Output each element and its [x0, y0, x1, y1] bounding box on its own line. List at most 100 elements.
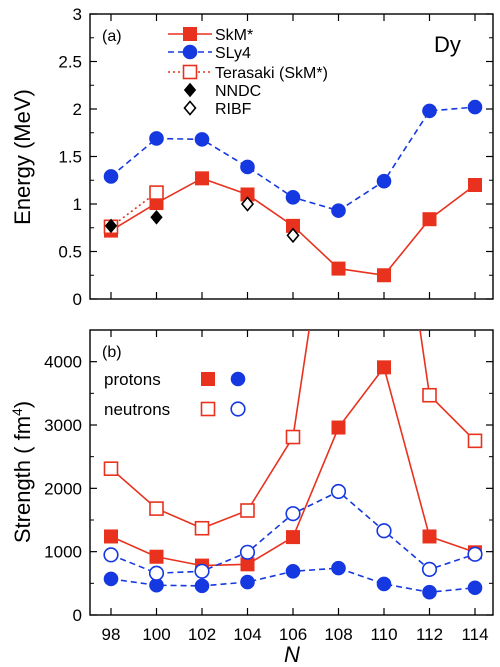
- legend-label: SLy4: [215, 45, 251, 62]
- data-point: [150, 550, 163, 563]
- y-tick-label: 2000: [44, 479, 82, 498]
- legend-marker: [183, 45, 197, 59]
- y-tick-label: 1000: [44, 543, 82, 562]
- x-axis-label: N: [284, 642, 300, 667]
- data-point: [469, 434, 482, 447]
- data-point: [468, 100, 482, 114]
- data-point: [195, 133, 209, 147]
- legend-marker: [184, 66, 197, 79]
- panel-b-label: (b): [102, 344, 122, 361]
- panel-b-ylabel-text: Strength ( fm: [10, 416, 35, 543]
- x-tick-label: 112: [416, 625, 443, 644]
- y-tick-label: 0: [73, 606, 82, 625]
- legend-label: RIBF: [215, 101, 252, 118]
- x-tick-label: 98: [102, 625, 121, 644]
- x-tick-label: 100: [142, 625, 170, 644]
- panel-a-axis-ticks: 0 0.5 1 1.5 2 2.5 3: [58, 5, 493, 309]
- data-point: [150, 502, 163, 515]
- data-point: [286, 191, 300, 205]
- panel-b-ylabel-superscript: 4: [9, 408, 25, 416]
- data-point: [196, 522, 209, 535]
- data-point: [151, 211, 162, 224]
- panel-a-frame: [90, 14, 493, 299]
- data-point: [195, 579, 209, 593]
- data-point: [423, 585, 437, 599]
- y-tick-label: 0.5: [58, 243, 82, 262]
- legend-item: SLy4: [168, 45, 251, 62]
- x-tick-label: 108: [324, 625, 352, 644]
- legend-item: Terasaki (SkM*): [168, 65, 328, 82]
- y-tick-label: 2.5: [58, 53, 82, 72]
- panel-b-legend: protons neutrons: [104, 370, 245, 419]
- data-point: [332, 561, 346, 575]
- data-point: [196, 172, 209, 185]
- data-point: [423, 530, 436, 543]
- legend-label: SkM*: [215, 27, 253, 44]
- data-point: [468, 547, 482, 561]
- data-point: [378, 361, 391, 374]
- data-point: [377, 174, 391, 188]
- data-point: [104, 170, 118, 184]
- data-point: [286, 565, 300, 579]
- legend-label: Terasaki (SkM*): [215, 65, 328, 82]
- data-point: [423, 104, 437, 118]
- legend-item: SkM*: [168, 27, 253, 44]
- data-point: [105, 530, 118, 543]
- y-tick-label: 3: [73, 5, 82, 24]
- data-point: [286, 507, 300, 521]
- data-point: [104, 548, 118, 562]
- panel-b-ylabel-end: ): [10, 401, 35, 408]
- data-point: [378, 269, 391, 282]
- data-point: [423, 389, 436, 402]
- y-tick-label: 1.5: [58, 148, 82, 167]
- legend-marker: [184, 28, 197, 41]
- y-tick-label: 4000: [44, 353, 82, 372]
- element-annotation: Dy: [434, 32, 461, 57]
- legend-item-protons: protons: [104, 370, 245, 389]
- y-tick-label: 3000: [44, 416, 82, 435]
- data-point: [105, 462, 118, 475]
- x-tick-label: 104: [233, 625, 261, 644]
- legend-item: NNDC: [185, 83, 262, 100]
- legend-marker: [185, 102, 196, 115]
- data-point: [332, 204, 346, 218]
- data-point: [423, 213, 436, 226]
- panel-b-ylabel: Strength ( fm4): [9, 401, 35, 543]
- data-point: [332, 421, 345, 434]
- legend-label: NNDC: [215, 83, 261, 100]
- data-point: [241, 160, 255, 174]
- legend-label: protons: [104, 370, 161, 389]
- data-point: [241, 504, 254, 517]
- data-point: [377, 524, 391, 538]
- y-tick-label: 1: [73, 195, 82, 214]
- x-tick-label: 114: [461, 625, 488, 644]
- data-point: [287, 431, 300, 444]
- y-tick-label: 2: [73, 100, 82, 119]
- data-point: [468, 581, 482, 595]
- data-point: [469, 179, 482, 192]
- data-point: [241, 546, 255, 560]
- panel-a: 0 0.5 1 1.5 2 2.5 3 (a) Dy Energy (MeV) SkM*SL…: [10, 5, 493, 309]
- legend-marker-skm: [202, 373, 215, 386]
- x-tick-label: 102: [188, 625, 216, 644]
- legend-marker-sly4: [231, 402, 245, 416]
- legend-label: neutrons: [104, 400, 170, 419]
- panel-b: 0 1000 2000 3000 4000 (b) Strength ( fm4) pr…: [9, 286, 493, 625]
- legend-item: RIBF: [185, 101, 252, 118]
- legend-marker: [185, 84, 196, 97]
- panel-a-plot: [104, 100, 482, 281]
- data-point: [195, 565, 209, 579]
- data-point: [150, 186, 163, 199]
- data-point: [150, 132, 164, 146]
- legend-marker-sly4: [231, 372, 245, 386]
- data-point: [241, 575, 255, 589]
- y-tick-label: 0: [73, 290, 82, 309]
- data-point: [423, 563, 437, 577]
- data-point: [150, 566, 164, 580]
- legend-marker-skm: [202, 403, 215, 416]
- x-tick-label: 110: [370, 625, 397, 644]
- legend-item-neutrons: neutrons: [104, 400, 245, 419]
- data-point: [104, 572, 118, 586]
